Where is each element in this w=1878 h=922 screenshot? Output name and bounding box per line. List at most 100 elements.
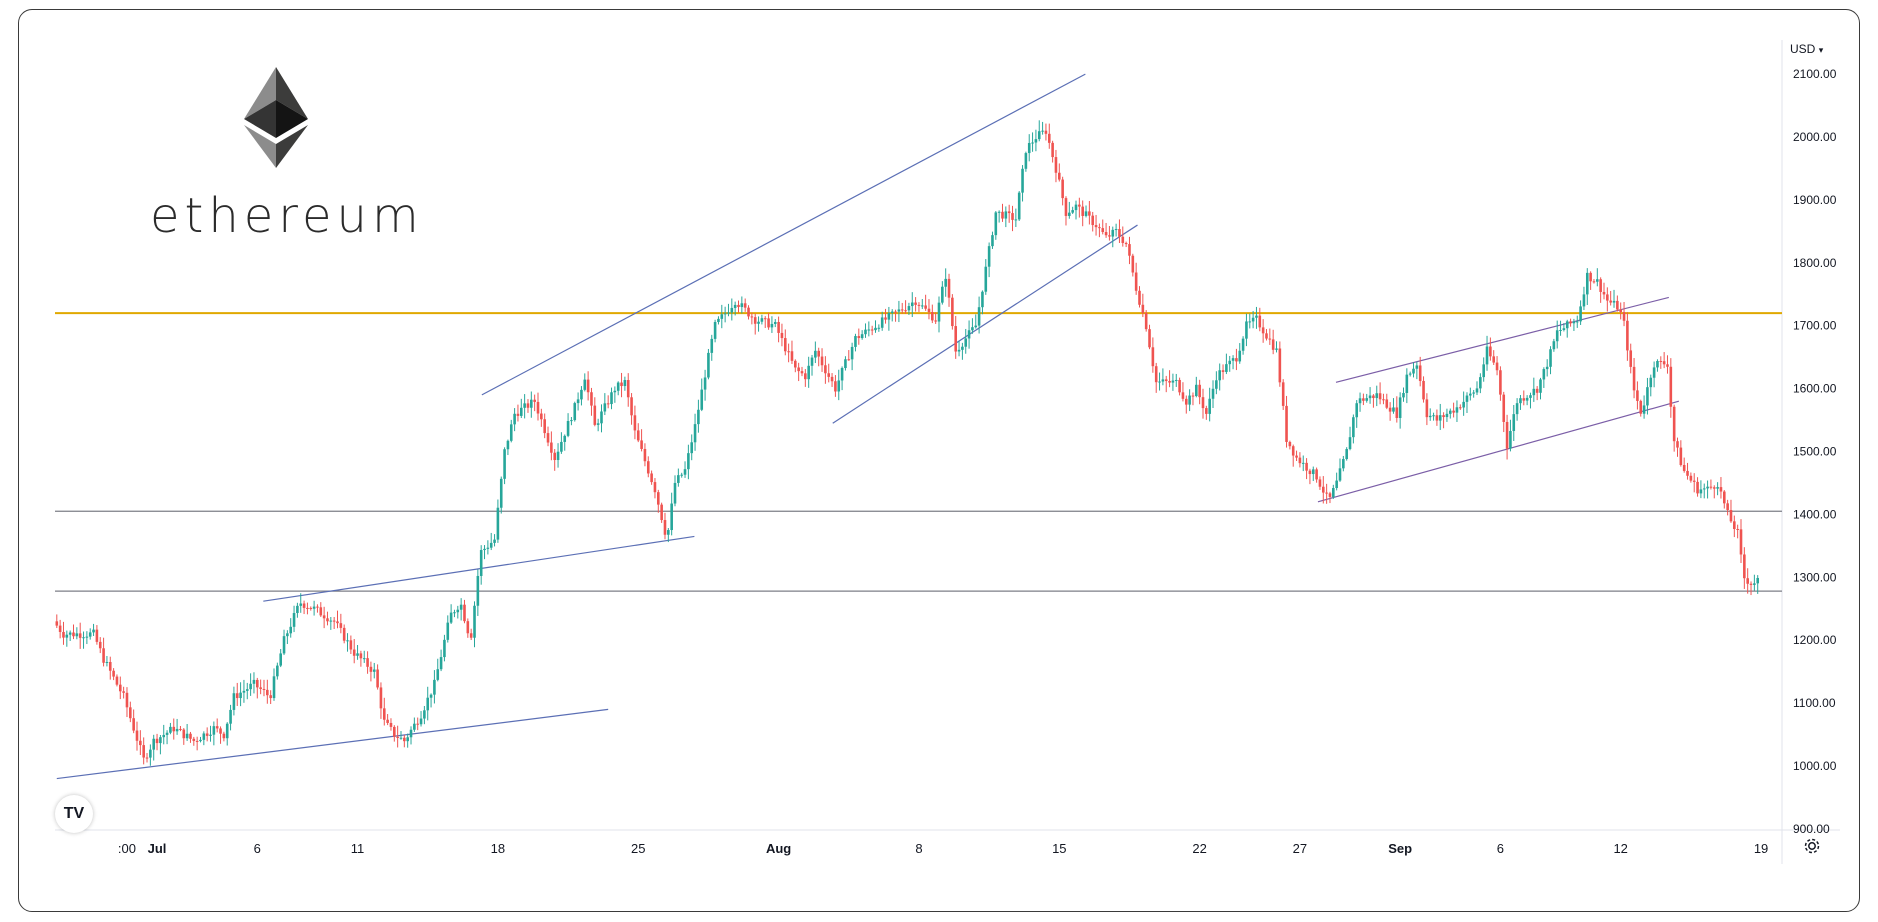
x-tick-label: 6 — [254, 841, 261, 856]
candle — [1184, 395, 1188, 414]
candle — [1479, 373, 1482, 394]
candle — [1078, 197, 1081, 218]
candle — [423, 705, 426, 725]
candle — [229, 704, 232, 731]
candle — [1238, 343, 1242, 364]
candle — [122, 686, 125, 699]
candle — [1749, 581, 1753, 596]
candle — [393, 725, 396, 742]
candle — [1101, 219, 1105, 235]
candle — [663, 512, 667, 540]
candle — [1305, 458, 1308, 480]
candle — [1545, 359, 1549, 377]
candle — [382, 697, 386, 726]
candle — [917, 302, 921, 312]
candle — [1659, 356, 1663, 369]
candle — [897, 300, 901, 323]
currency-label: USD — [1790, 42, 1816, 56]
candle — [1198, 379, 1201, 405]
candle — [319, 602, 323, 617]
candle — [887, 306, 891, 331]
currency-selector[interactable]: USD ▾ — [1790, 42, 1823, 56]
candle — [1585, 268, 1589, 305]
candle — [1405, 368, 1409, 404]
candle — [58, 619, 62, 639]
candle — [185, 723, 189, 741]
candle — [1599, 277, 1602, 303]
candle — [199, 736, 202, 743]
candle — [209, 725, 212, 742]
candle — [1291, 444, 1295, 467]
candle — [1425, 393, 1429, 426]
candle — [105, 655, 109, 667]
candle — [927, 299, 931, 320]
candle — [1392, 398, 1395, 414]
candle — [630, 393, 633, 425]
candle — [72, 624, 75, 640]
candle — [1332, 484, 1335, 499]
candle — [830, 373, 834, 387]
candle — [1328, 491, 1332, 504]
candle — [727, 303, 730, 317]
candle — [1696, 477, 1699, 497]
candle — [1666, 355, 1669, 374]
gear-icon[interactable] — [1802, 836, 1822, 856]
candle — [583, 373, 587, 392]
channel-lower-1 — [832, 224, 1138, 424]
candle — [1335, 472, 1338, 491]
candle — [332, 617, 336, 629]
x-tick-label: Sep — [1388, 841, 1412, 856]
tradingview-logo-icon[interactable]: TV — [55, 795, 93, 833]
x-tick-label: Jul — [148, 841, 167, 856]
candle — [1321, 476, 1325, 504]
candle — [1612, 289, 1616, 308]
candle — [175, 718, 179, 735]
candle — [1592, 279, 1596, 284]
candle — [1047, 123, 1051, 149]
candle — [82, 631, 85, 649]
candle — [1171, 373, 1175, 391]
candle — [115, 674, 119, 687]
brand-wordmark: ethereum — [150, 188, 424, 244]
candle — [660, 502, 663, 523]
candle — [961, 342, 964, 360]
candle — [884, 308, 887, 324]
candle — [860, 330, 864, 340]
candle — [1642, 395, 1646, 419]
candle — [1489, 337, 1492, 361]
candle — [1051, 140, 1054, 163]
candle — [1572, 318, 1576, 331]
candle — [165, 730, 169, 745]
candle — [1438, 403, 1442, 430]
candle — [590, 387, 593, 416]
candle — [132, 709, 135, 734]
candle — [1733, 515, 1736, 538]
candle — [339, 613, 343, 634]
candle — [1415, 361, 1419, 380]
x-tick-label: 19 — [1754, 841, 1768, 856]
candle — [1014, 208, 1018, 228]
candle — [1535, 386, 1539, 401]
candle — [1228, 355, 1232, 372]
candle — [239, 682, 242, 707]
y-tick-label: 1500.00 — [1793, 445, 1837, 459]
candle — [1295, 450, 1298, 461]
candle — [533, 394, 536, 412]
candle — [760, 314, 764, 325]
candle — [129, 701, 132, 723]
candle — [1121, 226, 1125, 247]
candle — [1368, 387, 1372, 404]
x-tick-label: 22 — [1192, 841, 1206, 856]
y-tick-label: 1200.00 — [1793, 633, 1837, 647]
candle — [296, 602, 299, 618]
candle — [787, 343, 790, 363]
candle — [312, 600, 316, 616]
candle — [409, 726, 413, 745]
candle — [1365, 393, 1369, 403]
candle — [1689, 472, 1693, 483]
candle — [840, 366, 844, 391]
candle — [272, 668, 276, 701]
candle — [1017, 191, 1021, 221]
candle — [242, 679, 246, 703]
